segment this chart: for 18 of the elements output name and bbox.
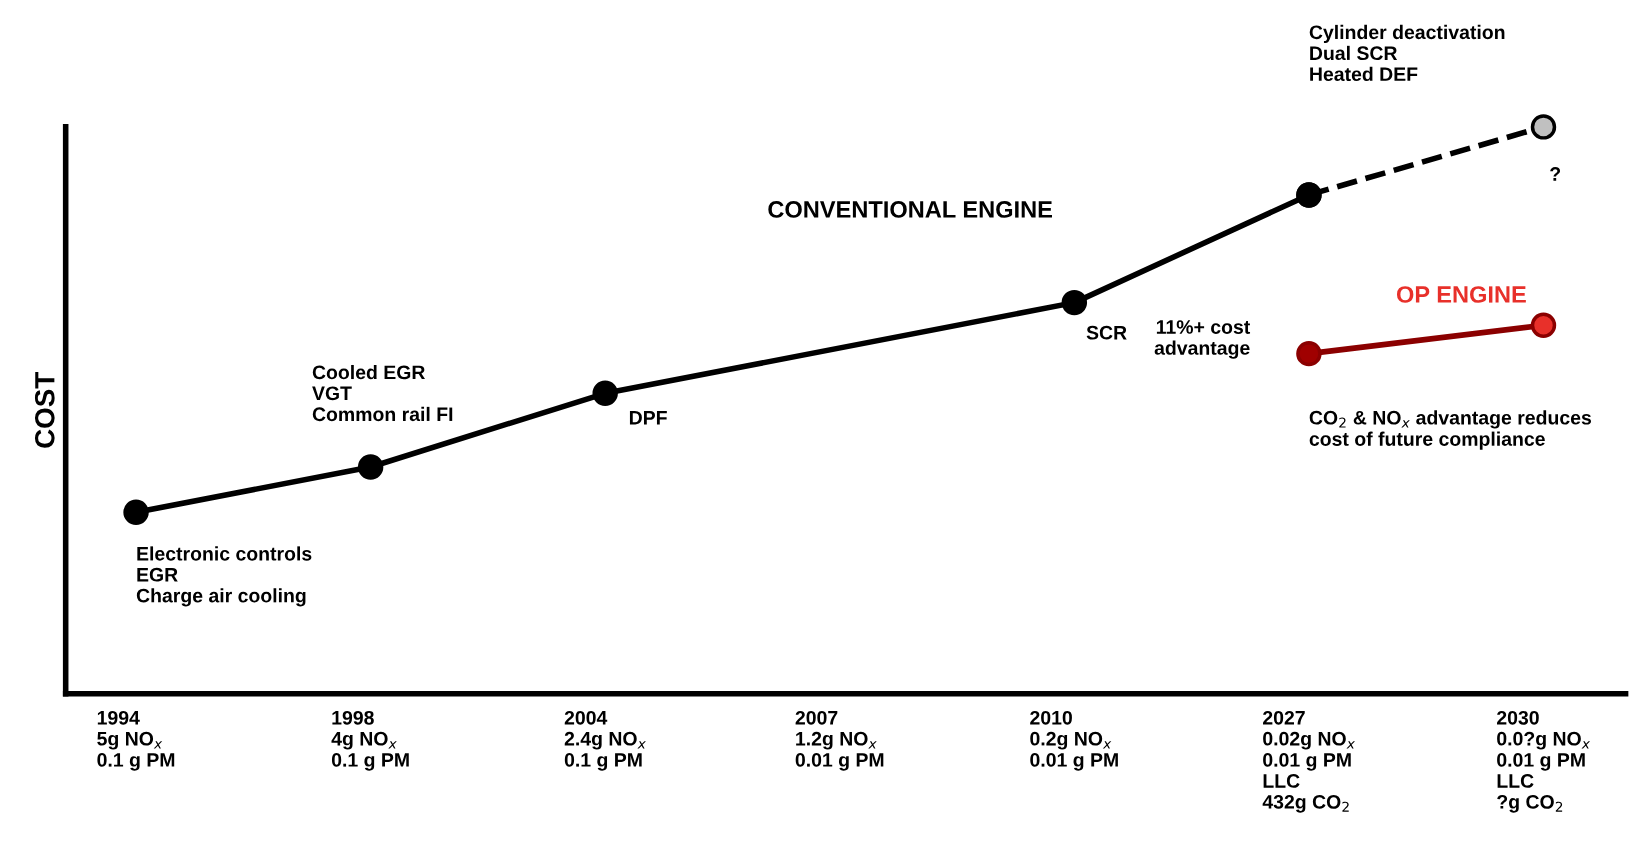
y-axis-title: COST bbox=[34, 372, 55, 448]
annotation: CO$_{2}$ & NO$_{x}$ advantage reduces cost of future compliance bbox=[1309, 410, 1591, 450]
text: Cylinder deactivation Dual SCR Heated DEF bbox=[1309, 24, 1505, 82]
annotation: ? bbox=[1550, 167, 1561, 181]
x-tick-label: 2004 2.4g NO$_{x}$ 0.1 g PM bbox=[564, 710, 646, 771]
annotation: DPF bbox=[629, 411, 667, 425]
annotation: Electronic controls EGR Charge air cooling bbox=[136, 546, 312, 607]
annotation: SCR bbox=[1086, 325, 1127, 340]
x-tick-label: 1998 4g NO$_{x}$ 0.1 g PM bbox=[331, 710, 409, 771]
annotation: Cooled EGR VGT Common rail FI bbox=[312, 364, 453, 422]
x-tick-label: 2027 0.02g NO$_{x}$ 0.01 g PM LLC 432g CO$_{2}$ bbox=[1262, 710, 1355, 813]
x-tick-label: 2010 0.2g NO$_{x}$ 0.01 g PM bbox=[1030, 710, 1118, 771]
series-label: OP ENGINE bbox=[1396, 286, 1526, 303]
x-tick-label: 2007 1.2g NO$_{x}$ 0.01 g PM bbox=[795, 710, 884, 771]
x-tick-label: 1994 5g NO$_{x}$ 0.1 g PM bbox=[97, 710, 175, 771]
text: CONVENTIONAL ENGINE bbox=[768, 201, 1052, 218]
annotation: 11%+ cost advantage bbox=[1154, 320, 1251, 359]
x-tick-label: 2030 0.0?g NO$_{x}$ 0.01 g PM LLC ?g CO$_{2}$ bbox=[1497, 710, 1591, 813]
